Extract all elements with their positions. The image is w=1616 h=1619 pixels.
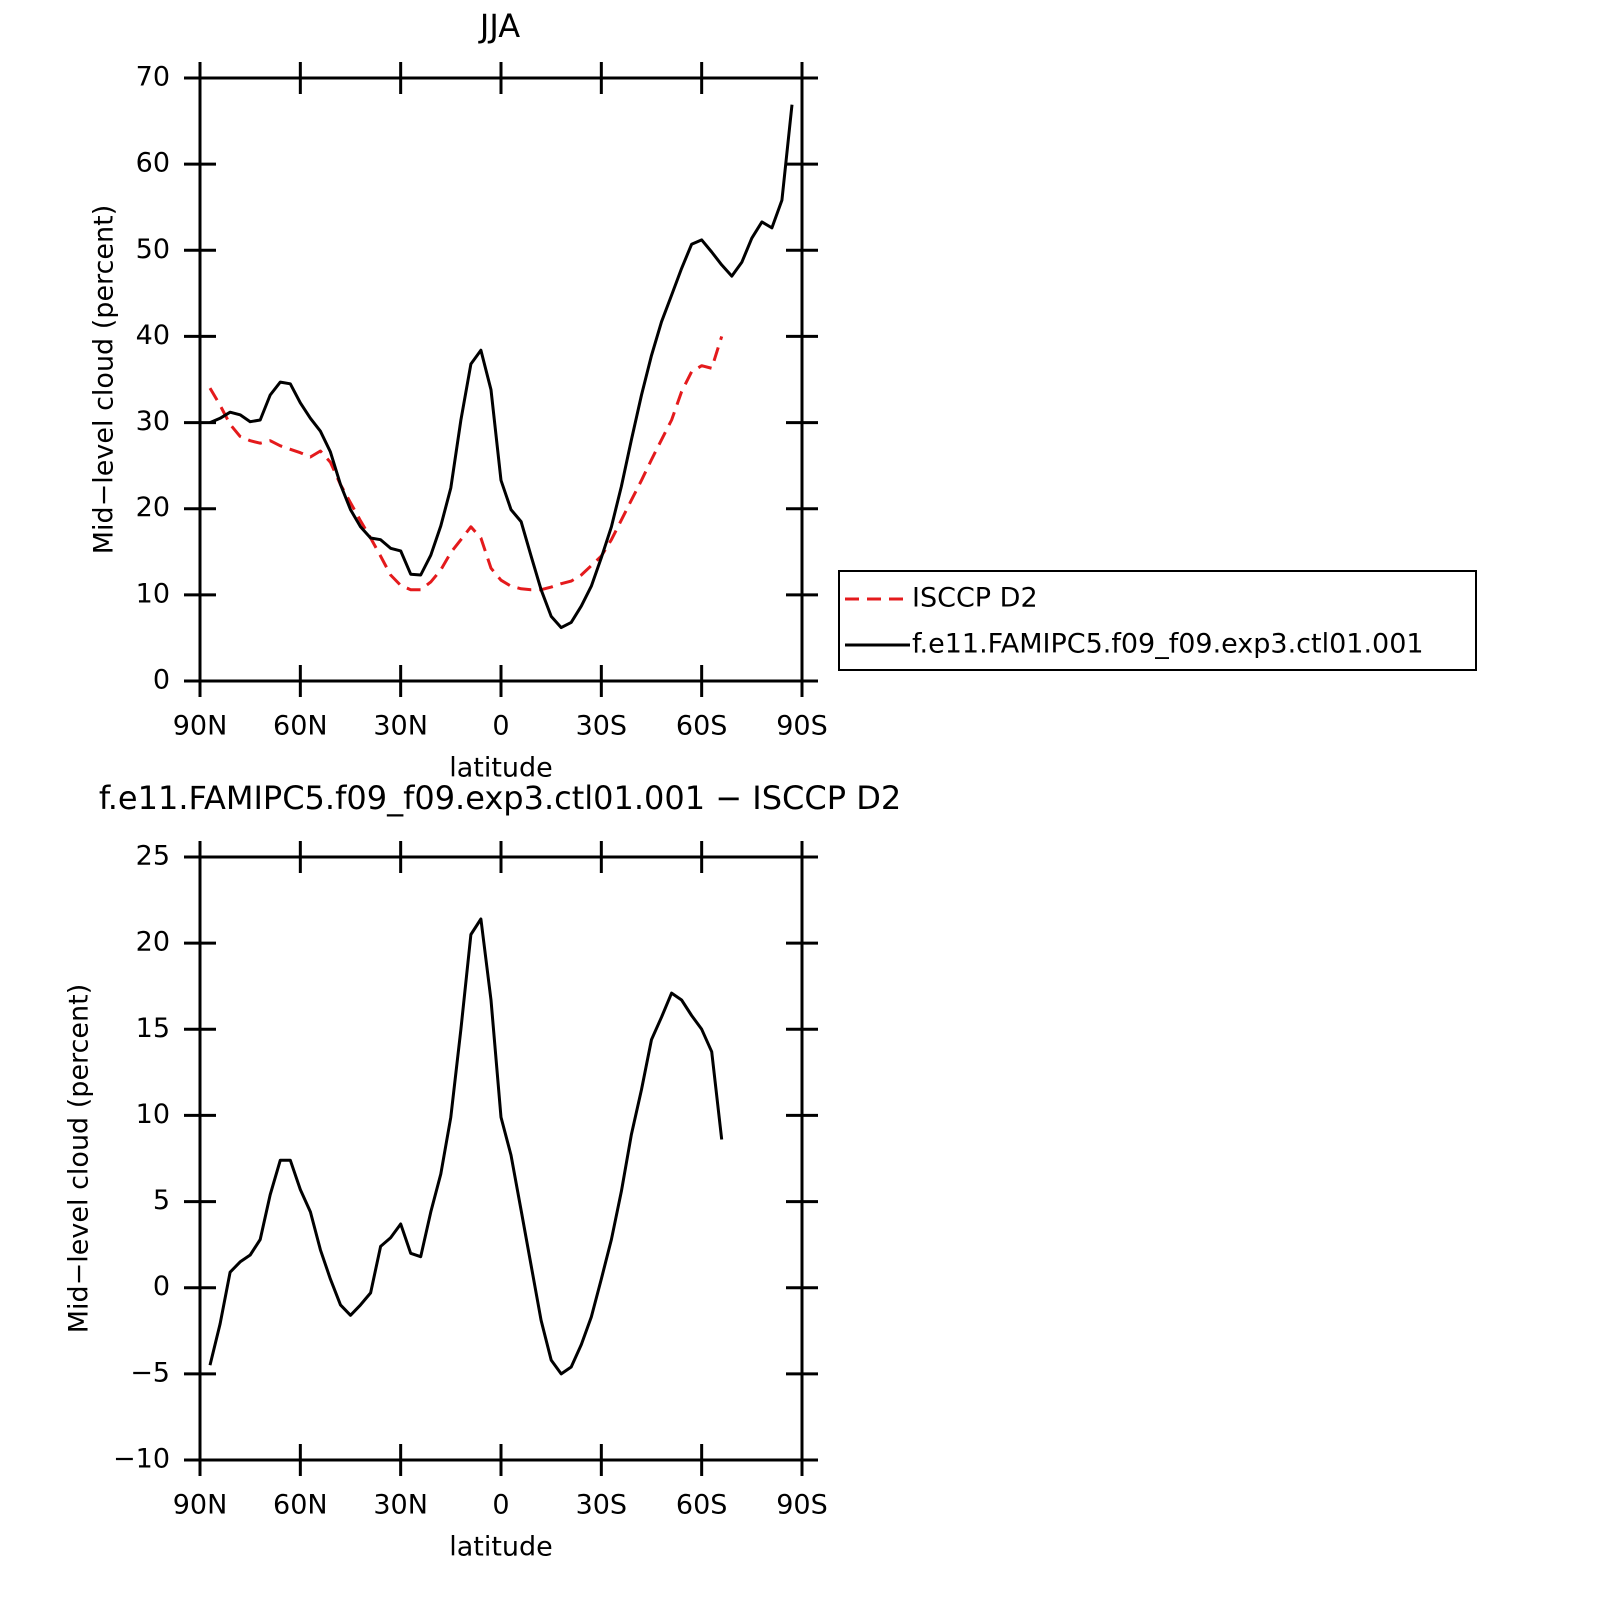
data-line (208, 917, 724, 1376)
legend-frame (838, 570, 1477, 671)
x-tick-label: 90N (173, 711, 228, 742)
y-tick-label: 15 (136, 1013, 170, 1044)
y-tick-label: −5 (130, 1357, 170, 1388)
x-tick-label: 0 (492, 1490, 509, 1521)
legend-label: ISCCP D2 (912, 583, 1038, 614)
x-tick-label: 30N (373, 711, 428, 742)
chart-title: JJA (478, 7, 520, 45)
x-tick-label: 60S (676, 1490, 728, 1521)
y-tick-label: −10 (113, 1444, 170, 1475)
x-tick-label: 60N (273, 711, 328, 742)
x-tick-label: 60S (676, 711, 728, 742)
y-tick-label: 40 (136, 320, 170, 351)
data-line (208, 335, 724, 592)
y-tick-label: 0 (153, 665, 170, 696)
y-axis-label: Mid−level cloud (percent) (89, 205, 120, 555)
y-tick-label: 30 (136, 406, 170, 437)
x-tick-label: 90N (173, 1490, 228, 1521)
plot-frame (198, 76, 804, 683)
x-tick-label: 60N (273, 1490, 328, 1521)
y-tick-label: 0 (153, 1271, 170, 1302)
y-tick-label: 60 (136, 148, 170, 179)
y-tick-label: 25 (136, 841, 170, 872)
y-tick-label: 70 (136, 62, 170, 93)
y-axis-label: Mid−level cloud (percent) (64, 984, 95, 1334)
x-tick-label: 90S (776, 711, 828, 742)
y-tick-label: 20 (136, 492, 170, 523)
data-line (209, 104, 794, 630)
x-tick-label: 30S (576, 1490, 628, 1521)
plot-frame (198, 855, 804, 1462)
x-axis-label: latitude (449, 753, 553, 784)
y-tick-label: 10 (136, 578, 170, 609)
x-axis-label: latitude (449, 1532, 553, 1563)
x-tick-label: 30S (576, 711, 628, 742)
x-tick-label: 90S (776, 1490, 828, 1521)
legend-label: f.e11.FAMIPC5.f09_f09.exp3.ctl01.001 (912, 629, 1424, 660)
y-tick-label: 50 (136, 234, 170, 265)
y-tick-label: 10 (136, 1099, 170, 1130)
x-tick-label: 0 (492, 711, 509, 742)
y-tick-label: 20 (136, 927, 170, 958)
x-tick-label: 30N (373, 1490, 428, 1521)
y-tick-label: 5 (153, 1185, 170, 1216)
chart-title: f.e11.FAMIPC5.f09_f09.exp3.ctl01.001 − I… (99, 779, 901, 817)
